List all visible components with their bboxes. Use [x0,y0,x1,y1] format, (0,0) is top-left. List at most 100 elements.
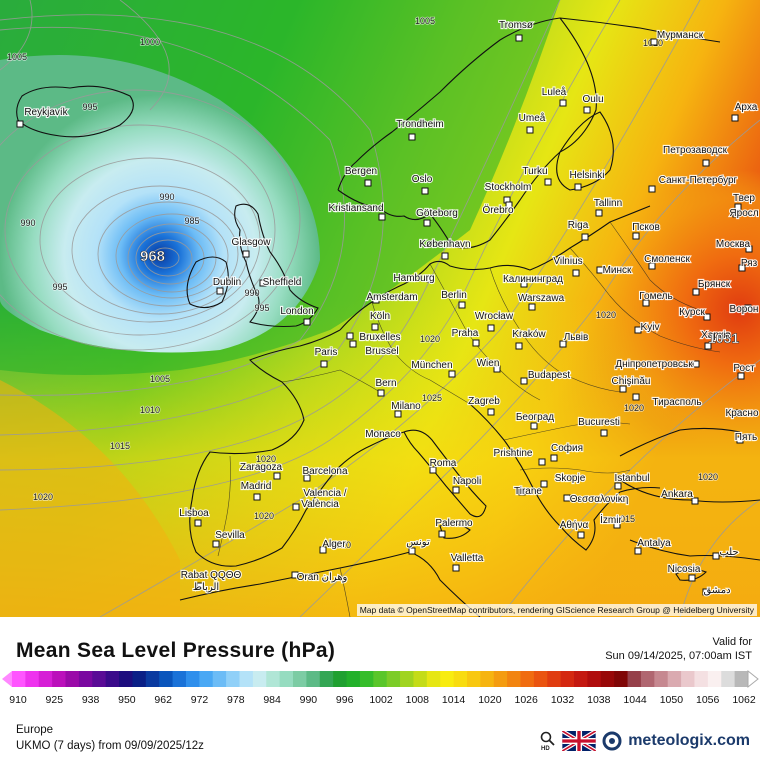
city-marker[interactable]: Barcelona [301,465,349,482]
city-marker[interactable]: Ворон [728,303,759,316]
region-label[interactable]: Europe [16,724,54,736]
city-marker[interactable]: Monaco [364,428,402,441]
city-marker[interactable]: Skopje [540,472,587,488]
city-marker[interactable]: Wrocław [474,310,515,332]
city-marker[interactable]: Львів [559,331,589,348]
city-marker[interactable]: Bucuresti [577,416,621,437]
city-marker[interactable]: Reykjavík [16,106,70,128]
city-marker[interactable]: Zaragoza [239,461,284,480]
city-marker[interactable]: Berlin [440,289,468,309]
city-marker[interactable]: Тирасполь [632,393,703,409]
brand-name[interactable]: meteologix.com [628,732,750,749]
city-marker[interactable]: Калининград [502,273,564,288]
city-marker[interactable]: Amsterdam [365,291,418,304]
city-marker[interactable]: Tirane [513,485,544,498]
city-marker[interactable]: Oulu [581,93,605,114]
city-marker[interactable]: Sevilla [212,529,246,548]
city-marker[interactable]: Umeå [518,111,547,134]
city-marker[interactable]: Luleå [541,85,568,107]
city-marker[interactable]: København [418,238,472,260]
city-marker[interactable]: Oran وهران [291,571,349,584]
city-marker[interactable]: Trondheim [395,118,445,141]
city-marker[interactable]: Красно [724,407,760,420]
city-marker[interactable]: Vilnius [552,255,584,277]
city-marker[interactable]: London [279,305,315,326]
city-marker[interactable]: Санкт-Петербург [648,173,739,193]
city-marker[interactable]: Bern [374,377,398,397]
city-marker[interactable]: Яросл [728,207,760,220]
city-marker[interactable]: Prishtine [492,447,546,466]
city-marker[interactable]: Antalya [634,537,672,555]
zoom-hd-icon[interactable]: HD [540,731,556,751]
city-marker[interactable]: Kristiansand [327,202,386,221]
city-marker[interactable]: Dublin [212,276,242,295]
city-marker[interactable]: Köln [369,310,391,331]
city-marker[interactable]: Madrid [240,480,272,501]
city-marker[interactable]: Warszawa [517,292,566,311]
city-marker[interactable]: Θεσσαλονίκη [563,492,629,506]
city-marker[interactable]: Ankara [660,488,699,505]
city-marker[interactable]: Kyiv [634,321,661,334]
city-marker[interactable]: Milano [390,400,422,418]
city-marker[interactable]: Bergen [344,165,378,187]
city-marker[interactable]: تونس [405,536,431,555]
city-marker[interactable]: الرباط [192,581,221,594]
city-marker[interactable]: Αθήνα [559,518,590,539]
city-marker[interactable]: Nicosia [667,563,702,582]
city-marker[interactable]: Roma [429,457,458,474]
city-marker[interactable]: Hamburg [392,272,435,285]
city-marker[interactable]: Мурманск [650,29,705,46]
city-marker[interactable]: Tallinn [593,197,623,217]
city-marker[interactable]: Гомель [638,290,674,307]
city-marker[interactable]: München [410,359,456,378]
city-marker[interactable]: Београд [515,411,555,430]
city-marker[interactable]: Wien [476,357,501,373]
city-marker[interactable]: Петрозаводск [662,144,729,167]
city-marker[interactable]: София [550,441,584,462]
city-marker[interactable]: Tromsø [498,19,534,42]
map-attribution[interactable]: Map data © OpenStreetMap contributors, r… [356,604,757,616]
city-marker[interactable]: Брянск [692,278,732,296]
city-marker[interactable]: Paris [314,346,338,368]
city-marker[interactable]: Минск [596,264,633,277]
city-marker[interactable]: Sheffield [259,276,302,289]
city-marker[interactable]: Valencia / [292,487,348,511]
city-marker[interactable]: Псков [631,221,661,240]
city-marker[interactable]: Alger [319,538,347,554]
city-marker[interactable]: Твер [732,192,757,211]
city-marker[interactable]: Valletta [450,552,485,572]
city-marker[interactable]: Bruxelles [346,331,402,344]
city-marker[interactable]: Rabat QQΘΘ [180,569,243,590]
city-marker[interactable]: Palermo [434,517,474,538]
uk-flag-icon[interactable] [562,731,597,751]
city-marker[interactable]: دمشق [702,584,731,597]
city-marker[interactable]: Örebro [481,201,515,217]
model-run-label[interactable]: UKMO (7 days) from 09/09/2025/12z [16,740,204,752]
city-marker[interactable]: Lisboa [178,507,210,527]
city-marker[interactable]: Glasgow [230,236,272,258]
valid-time[interactable]: Sun 09/14/2025, 07:00am IST [605,650,752,662]
city-marker[interactable]: Арха [731,101,759,122]
city-marker[interactable]: Oslo [411,173,434,195]
city-marker[interactable]: حلب [712,546,740,560]
city-marker[interactable]: Ряз [738,257,759,272]
city-marker[interactable]: Рост [732,362,756,380]
city-marker[interactable]: Дніпропетровськ [614,358,700,371]
city-marker[interactable]: Napoli [452,475,482,494]
city-marker[interactable]: Zagreb [467,395,501,416]
city-marker[interactable]: Istanbul [613,472,651,490]
city-marker[interactable]: Riga [567,219,590,241]
city-marker[interactable]: Göteborg [415,207,459,227]
city-marker[interactable]: Brussel [349,340,400,358]
city-marker[interactable]: Praha [451,327,480,347]
city-marker[interactable]: Смоленск [643,253,692,270]
pressure-map[interactable]: 1005 1000 995 990 990 985 995 990 995 1005 1010 101… [0,0,760,617]
city-marker[interactable]: Budapest [520,369,571,385]
city-marker[interactable]: Kraków [511,328,548,350]
city-marker[interactable]: Turku [521,165,552,186]
city-marker[interactable]: Москва [715,238,753,253]
city-marker[interactable]: Chişinău [610,375,652,393]
city-marker[interactable]: València [300,498,340,511]
city-marker[interactable]: Helsinki [568,169,606,191]
city-marker[interactable]: Курск [678,306,711,321]
